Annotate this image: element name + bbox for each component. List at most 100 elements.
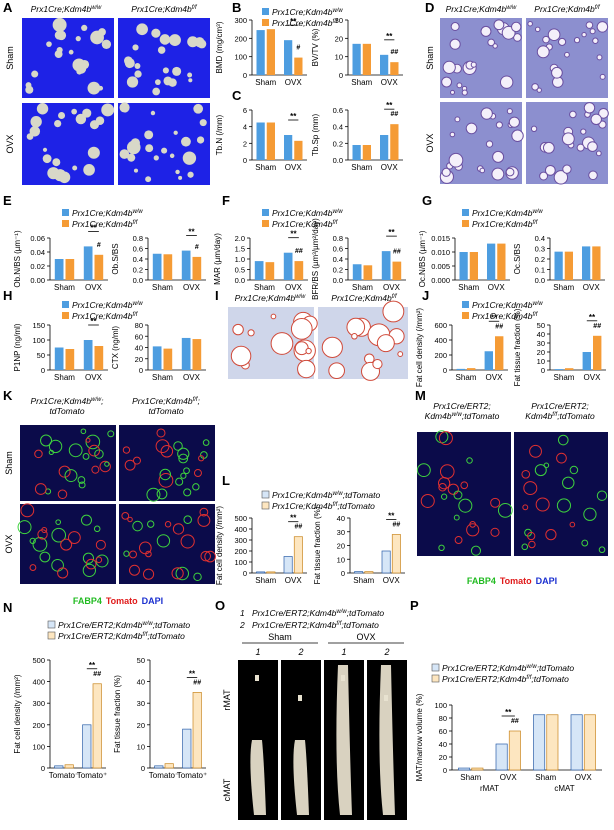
texture: [159, 34, 171, 45]
bar: [94, 254, 104, 280]
texture: [454, 116, 461, 123]
panel-letter: K: [3, 388, 13, 403]
y-axis-label: Tb.Sp (mm): [311, 114, 320, 157]
y-axis-label: MAT/marrow volume (%): [415, 693, 424, 781]
legend-swatch: [262, 19, 269, 26]
y-tick-label: 0.5: [235, 266, 245, 275]
y-tick-label: 0.2: [133, 266, 143, 275]
y-tick-label: 40: [439, 740, 447, 749]
texture: [564, 51, 570, 58]
y-tick-label: 0.0: [235, 276, 245, 285]
bar: [182, 728, 192, 769]
y-tick-label: 0.6: [133, 245, 143, 254]
y-tick-label: 0.4: [333, 123, 343, 132]
bar: [392, 261, 402, 280]
label: Kdm4bf/f;tdTomato: [525, 411, 595, 421]
bar: [192, 256, 202, 280]
texture: [60, 538, 73, 551]
y-axis-label: Fat cell density (/mm²): [215, 506, 224, 585]
micrograph: [118, 18, 210, 98]
y-tick-label: 60: [135, 332, 143, 341]
texture: [450, 89, 456, 95]
texture: [562, 476, 575, 490]
texture: [453, 490, 463, 500]
texture: [31, 70, 39, 78]
texture: [196, 136, 205, 144]
superscript: w/w: [526, 664, 537, 670]
label-part: Prx1Cre;Kdm4b: [446, 4, 507, 14]
y-tick-label: 80: [439, 714, 447, 723]
y-tick-label: 0: [339, 71, 343, 80]
texture: [129, 550, 138, 559]
image-background: [119, 425, 215, 501]
texture: [470, 545, 482, 556]
texture: [133, 168, 139, 173]
superscript: w/w: [506, 5, 517, 11]
label-part: Prx1Cre/ERT2;Kdm4b: [58, 631, 143, 641]
y-tick-label: 400: [32, 678, 45, 687]
texture: [82, 453, 90, 460]
texture: [539, 171, 549, 181]
texture: [438, 544, 445, 552]
bar: [363, 265, 373, 280]
bar: [266, 571, 276, 574]
texture: [583, 102, 596, 114]
x-tick-label: OVX: [183, 373, 201, 382]
x-tick-label: Sham: [255, 163, 276, 172]
x-tick-label: Tomato⁺: [77, 771, 107, 780]
y-tick-label: 40: [537, 330, 545, 339]
texture: [562, 164, 572, 174]
texture: [454, 536, 463, 544]
y-tick-label: 30: [335, 16, 343, 25]
legend-swatch: [47, 620, 56, 629]
texture: [544, 164, 556, 176]
label: Prx1Cre;Kdm4bw/w: [472, 208, 543, 218]
texture: [46, 41, 52, 47]
y-tick-label: 100: [32, 742, 45, 751]
significance-hash: #: [296, 45, 300, 52]
bar: [83, 246, 93, 280]
texture: [542, 141, 555, 154]
texture: [87, 146, 100, 159]
y-axis-label: BMD (mg/cm³): [215, 21, 224, 73]
texture: [583, 507, 597, 521]
y-tick-label: 40: [337, 514, 345, 523]
texture: [589, 28, 596, 35]
texture: [157, 46, 166, 54]
texture: [169, 34, 181, 47]
significance-stars: **: [188, 228, 195, 237]
texture: [172, 523, 185, 535]
legend-swatch: [62, 312, 69, 319]
y-tick-label: 0: [341, 569, 345, 578]
y-tick-label: 100: [434, 701, 447, 710]
y-tick-label: 150: [32, 321, 45, 330]
texture: [596, 21, 609, 33]
bar: [582, 352, 591, 370]
texture: [80, 428, 87, 435]
significance-stars: **: [90, 317, 97, 326]
bar: [284, 40, 293, 75]
x-tick-label: Sham: [255, 78, 276, 87]
texture: [202, 439, 210, 446]
texture: [136, 23, 148, 36]
texture: [499, 75, 514, 89]
texture: [193, 572, 202, 582]
texture: [175, 169, 180, 175]
x-tick-label: Sham: [458, 283, 479, 292]
image-background: [417, 432, 511, 556]
significance-hash: #: [195, 244, 199, 251]
texture: [585, 21, 594, 29]
y-tick-label: 0.000: [431, 276, 450, 285]
texture: [48, 439, 63, 454]
bar: [508, 730, 521, 771]
texture: [569, 465, 579, 475]
superscript: f/f: [192, 5, 198, 11]
y-tick-label: 500: [32, 656, 45, 665]
bar: [65, 349, 75, 370]
y-tick-label: 20: [137, 721, 145, 730]
bar: [192, 339, 202, 370]
stain-name: Tomato: [500, 576, 532, 586]
bar: [456, 368, 465, 370]
panel-letter: J: [422, 288, 429, 303]
bar: [354, 571, 364, 574]
